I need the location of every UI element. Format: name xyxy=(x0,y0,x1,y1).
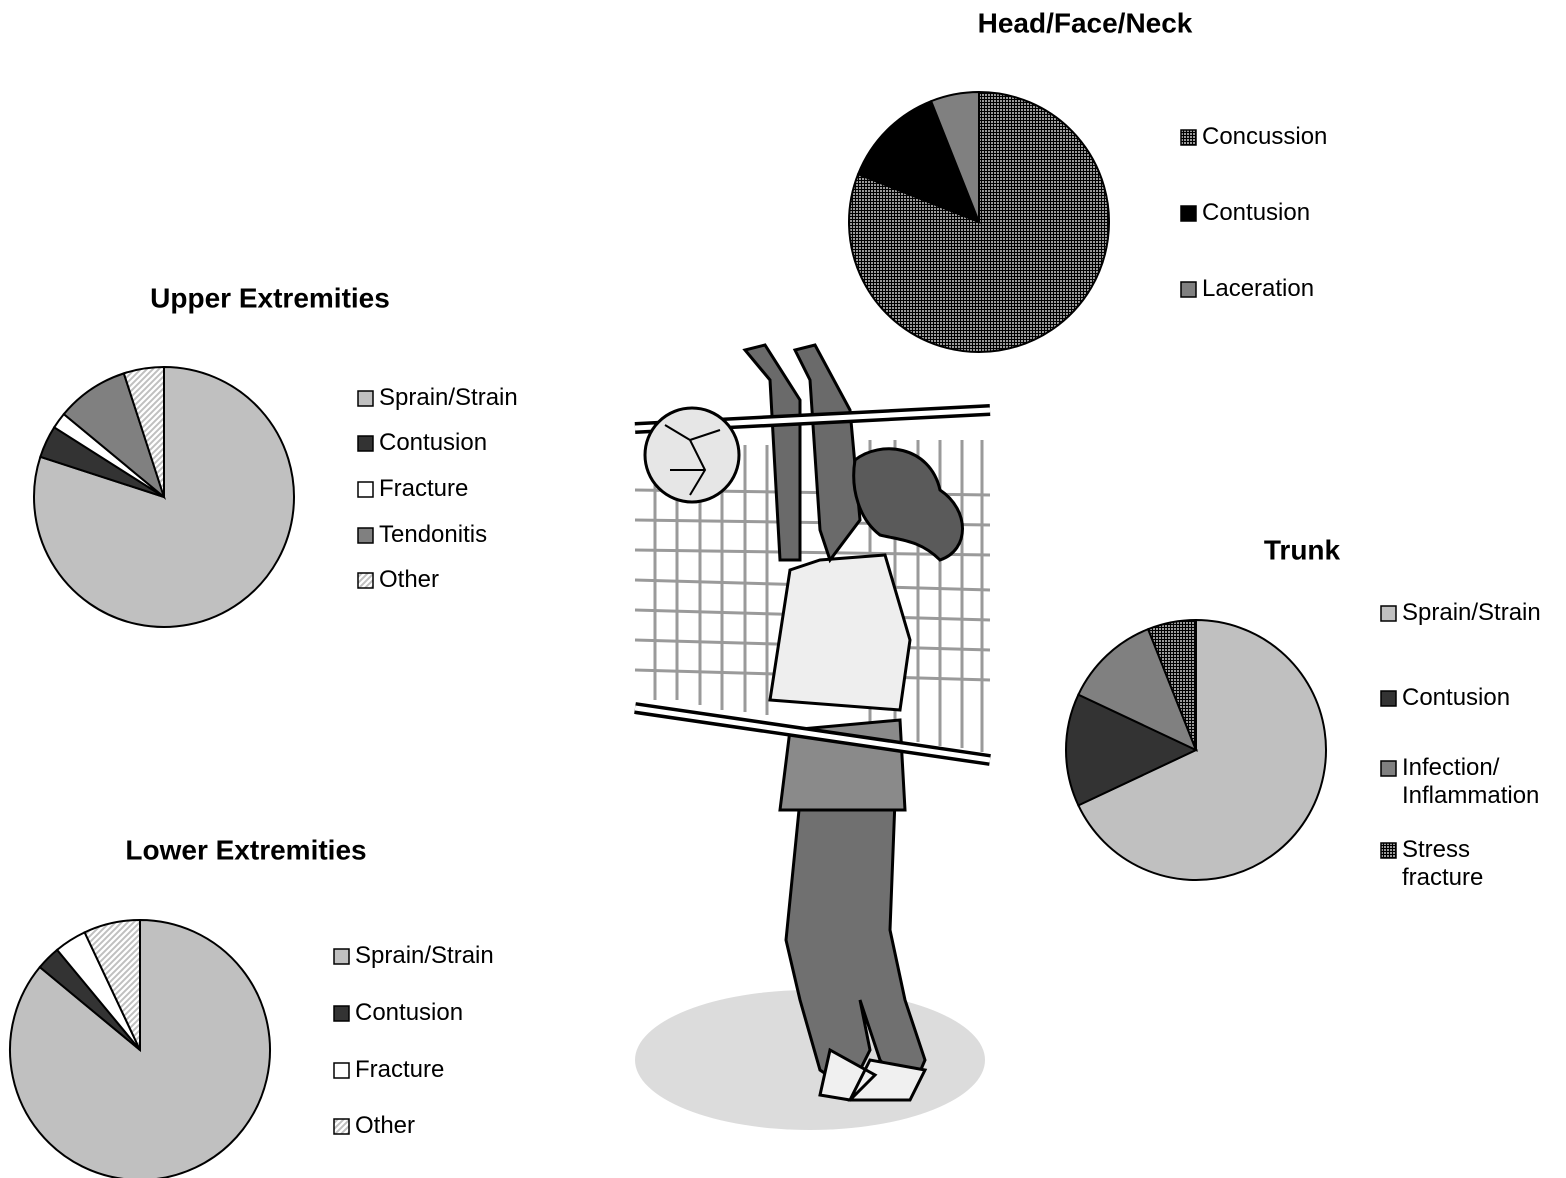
legend-swatch xyxy=(357,481,374,498)
pie-slice xyxy=(929,90,980,223)
legend-item: Contusion xyxy=(1180,199,1310,227)
legend-item: Sprain/Strain xyxy=(1380,599,1541,627)
pie-slice xyxy=(122,365,165,498)
legend-label: Sprain/Strain xyxy=(355,942,494,969)
legend-label: Other xyxy=(379,566,440,593)
pie-slice xyxy=(1077,618,1327,881)
legend: Sprain/Strain Contusion Fracture Tendonitis… xyxy=(357,0,1566,620)
legend-swatch xyxy=(1380,690,1397,707)
legend-label: Sprain/Strain xyxy=(1402,599,1541,626)
pie-slice xyxy=(1077,627,1198,752)
legend-swatch xyxy=(1380,760,1397,777)
legend-item: Contusion xyxy=(357,429,487,457)
chart-title: Lower Extremities xyxy=(125,834,366,865)
legend-item: Fracture xyxy=(333,1056,444,1084)
pie-slice xyxy=(1065,693,1199,807)
legend-swatch xyxy=(333,1005,350,1022)
legend-swatch xyxy=(357,527,374,544)
pie-slice xyxy=(83,918,141,1051)
legend-label: Tendonitis xyxy=(379,521,488,548)
legend-label: Other xyxy=(355,1112,416,1139)
legend: Sprain/Strain Contusion Infection/ Inflamm… xyxy=(1380,0,1566,903)
legend: Concussion Contusion Laceration xyxy=(1180,0,1566,320)
legend-swatch xyxy=(1180,205,1197,222)
chart-title: Trunk xyxy=(1264,534,1341,565)
legend-swatch xyxy=(1180,129,1197,146)
chart-title: Upper Extremities xyxy=(150,282,390,313)
legend-label: Contusion xyxy=(1202,199,1311,226)
legend-swatch xyxy=(1380,842,1397,859)
legend-swatch xyxy=(1380,605,1397,622)
legend-item: Fracture xyxy=(357,475,468,503)
legend-item: Other xyxy=(333,1112,415,1140)
legend-item: Contusion xyxy=(1380,684,1510,712)
legend-label: Concussion xyxy=(1202,123,1328,150)
legend-swatch xyxy=(357,435,374,452)
legend-swatch xyxy=(333,1062,350,1079)
legend-item: Infection/ Inflammation xyxy=(1380,754,1539,810)
pie-slice xyxy=(856,99,981,224)
legend-label: Infection/ Inflammation xyxy=(1402,754,1540,809)
legend-label: Sprain/Strain xyxy=(379,384,518,411)
legend-label: Contusion xyxy=(379,429,488,456)
legend-item: Sprain/Strain xyxy=(357,384,518,412)
legend-swatch xyxy=(333,1118,350,1135)
legend-label: Fracture xyxy=(379,475,469,502)
legend-item: Laceration xyxy=(1180,275,1314,303)
legend-swatch xyxy=(357,390,374,407)
legend-label: Contusion xyxy=(355,999,464,1026)
legend-item: Tendonitis xyxy=(357,521,487,549)
legend-item: Contusion xyxy=(333,999,463,1027)
pie-slice xyxy=(9,918,271,1178)
legend-label: Contusion xyxy=(1402,684,1511,711)
legend-swatch xyxy=(1180,281,1197,298)
legend-swatch xyxy=(357,572,374,589)
legend-item: Stress fracture xyxy=(1380,836,1483,892)
legend-label: Laceration xyxy=(1202,275,1315,302)
legend: Sprain/Strain Contusion Fracture Other xyxy=(333,0,1566,1160)
pie-slice xyxy=(1146,618,1197,751)
legend-swatch xyxy=(333,948,350,965)
illustration xyxy=(634,343,991,1130)
legend-item: Sprain/Strain xyxy=(333,942,494,970)
legend-item: Other xyxy=(357,566,439,594)
legend-item: Concussion xyxy=(1180,123,1327,151)
chart-title: Head/Face/Neck xyxy=(978,7,1193,38)
legend-label: Stress fracture xyxy=(1402,836,1484,891)
legend-label: Fracture xyxy=(355,1056,445,1083)
